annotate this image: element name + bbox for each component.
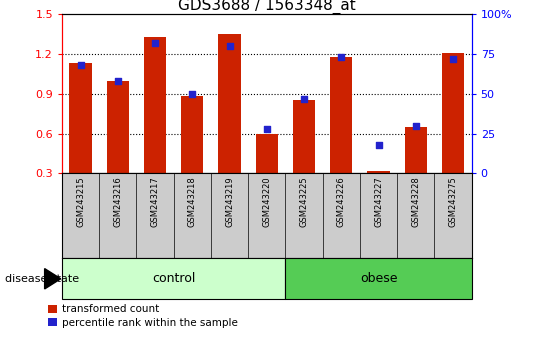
Point <box>262 126 271 132</box>
Point <box>337 54 345 60</box>
Point <box>411 123 420 129</box>
Bar <box>144 37 166 173</box>
Text: GSM243226: GSM243226 <box>337 176 346 227</box>
Point <box>448 56 457 62</box>
Bar <box>218 34 241 173</box>
Point <box>114 78 122 84</box>
Text: GSM243228: GSM243228 <box>411 176 420 227</box>
Text: GSM243216: GSM243216 <box>113 176 122 227</box>
Text: GSM243218: GSM243218 <box>188 176 197 227</box>
Text: obese: obese <box>360 272 397 285</box>
Text: GSM243225: GSM243225 <box>300 176 308 227</box>
Point <box>151 40 160 46</box>
Legend: transformed count, percentile rank within the sample: transformed count, percentile rank withi… <box>49 304 238 328</box>
Text: GSM243217: GSM243217 <box>150 176 160 227</box>
Bar <box>368 171 390 173</box>
Text: control: control <box>152 272 196 285</box>
Bar <box>293 101 315 173</box>
Text: GSM243219: GSM243219 <box>225 176 234 227</box>
Bar <box>442 53 464 173</box>
Bar <box>181 97 204 173</box>
Bar <box>330 57 353 173</box>
Bar <box>70 63 92 173</box>
Point <box>188 91 197 97</box>
Text: GSM243220: GSM243220 <box>262 176 271 227</box>
Text: GSM243215: GSM243215 <box>76 176 85 227</box>
Text: GSM243275: GSM243275 <box>448 176 458 227</box>
Point <box>374 142 383 148</box>
Title: GDS3688 / 1563348_at: GDS3688 / 1563348_at <box>178 0 356 14</box>
Bar <box>405 127 427 173</box>
Point <box>225 43 234 49</box>
Bar <box>62 258 286 299</box>
Polygon shape <box>45 269 61 289</box>
Bar <box>286 258 472 299</box>
Text: GSM243227: GSM243227 <box>374 176 383 227</box>
Point <box>77 62 85 68</box>
Bar <box>107 81 129 173</box>
Point <box>300 96 308 101</box>
Bar <box>255 134 278 173</box>
Text: disease state: disease state <box>5 274 80 284</box>
